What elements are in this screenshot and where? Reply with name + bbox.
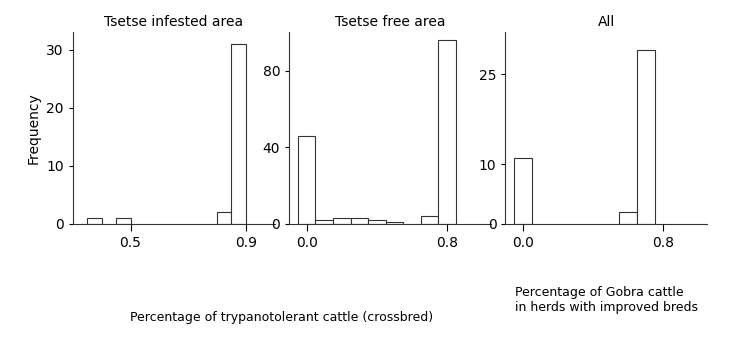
Bar xyxy=(438,40,456,224)
Bar xyxy=(116,218,130,224)
Bar xyxy=(351,218,368,224)
Bar xyxy=(637,51,655,224)
Text: Percentage of trypanotolerant cattle (crossbred): Percentage of trypanotolerant cattle (cr… xyxy=(130,311,434,324)
Text: Percentage of Gobra cattle
in herds with improved breds: Percentage of Gobra cattle in herds with… xyxy=(515,286,698,314)
Bar xyxy=(316,220,333,224)
Bar xyxy=(298,136,316,224)
Bar xyxy=(368,220,386,224)
Title: All: All xyxy=(598,14,615,29)
Y-axis label: Frequency: Frequency xyxy=(27,92,41,164)
Bar xyxy=(231,44,246,224)
Bar xyxy=(333,218,351,224)
Bar xyxy=(620,212,637,224)
Title: Tsetse infested area: Tsetse infested area xyxy=(104,14,243,29)
Bar xyxy=(514,158,531,224)
Bar xyxy=(421,216,438,224)
Title: Tsetse free area: Tsetse free area xyxy=(335,14,445,29)
Bar xyxy=(87,218,102,224)
Bar xyxy=(386,222,403,224)
Bar xyxy=(217,212,231,224)
